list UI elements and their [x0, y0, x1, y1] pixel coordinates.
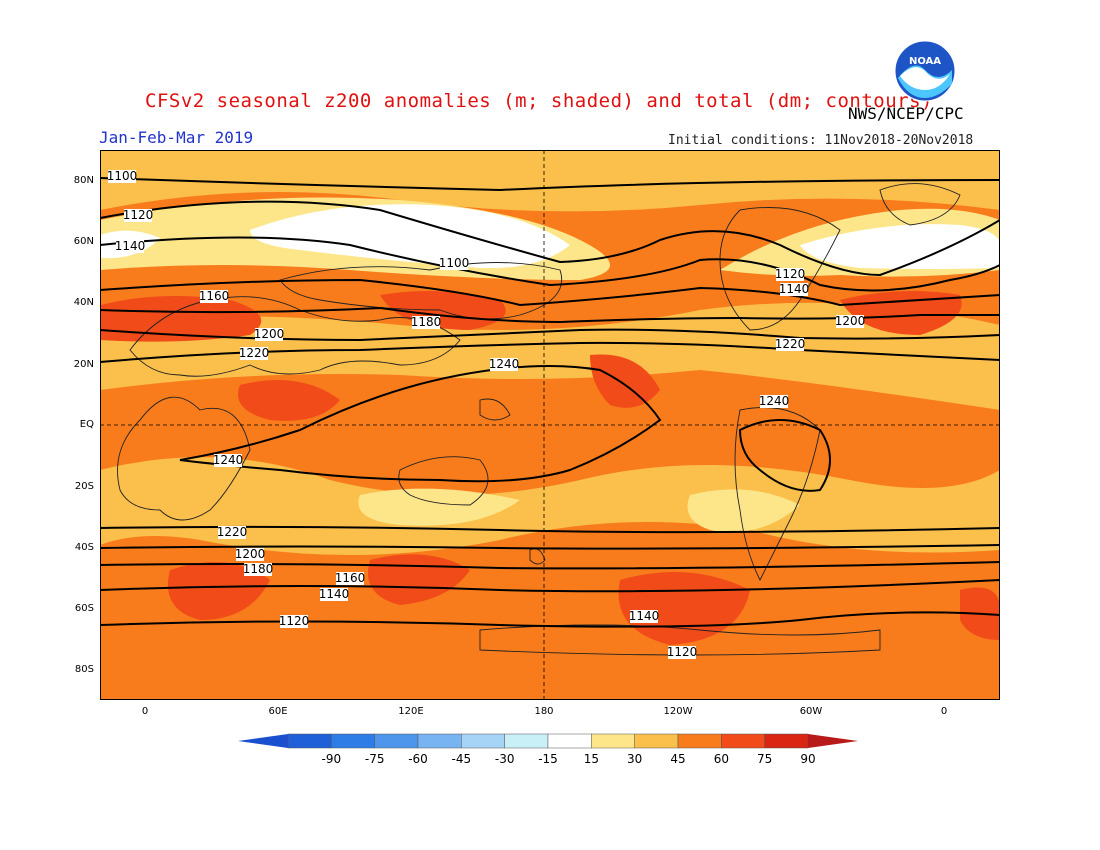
anomaly-band: [100, 626, 1000, 700]
contour-label: 1120: [279, 614, 310, 628]
lat-label: 60S: [74, 603, 94, 614]
lon-label: 120E: [398, 706, 424, 717]
contour-label: 1180: [243, 562, 274, 576]
lat-label: 80S: [74, 664, 94, 675]
colorbar: -90 -75 -60 -45 -30 -15 15 30 45 60 75 90: [238, 733, 858, 766]
anomaly-band: [100, 302, 1000, 410]
colorbar-tick-label: 30: [627, 752, 642, 766]
anomaly-band: [687, 489, 800, 533]
contour-label-group: 1100 1120 1140 1160 1180 1200 1220 1240 …: [107, 169, 866, 659]
noaa-logo: NOAA: [894, 40, 956, 102]
lat-label: 20N: [73, 359, 94, 370]
contour-label: 1120: [775, 267, 806, 281]
contour-label: 1180: [411, 315, 442, 329]
anomaly-high: [380, 291, 506, 330]
anomaly-high: [238, 380, 340, 421]
contour-label: 1140: [319, 587, 350, 601]
anomaly-neutral: [800, 224, 1000, 269]
colorbar-cell: [287, 733, 332, 749]
chart-title: CFSv2 seasonal z200 anomalies (m; shaded…: [145, 90, 933, 112]
colorbar-cell: [331, 733, 375, 749]
contour-label: 1100: [107, 169, 138, 183]
contour-label: 1220: [775, 337, 806, 351]
height-contours: [100, 177, 1000, 628]
anomaly-high: [840, 291, 962, 335]
contour-label: 1120: [123, 208, 154, 222]
colorbar-tick-label: 90: [800, 752, 815, 766]
colorbar-cell: [504, 733, 549, 749]
colorbar-cell: [374, 733, 419, 749]
season-label: Jan-Feb-Mar 2019: [99, 128, 254, 147]
colorbar-tick-label: 15: [584, 752, 599, 766]
contour-label: 1220: [239, 346, 270, 360]
colorbar-end-low: [238, 734, 288, 748]
contour-label: 1240: [759, 394, 790, 408]
anomaly-neutral: [250, 204, 570, 269]
contour-label: 1200: [835, 314, 866, 328]
contour-label: 1240: [213, 453, 244, 467]
initial-conditions-label: Initial conditions: 11Nov2018-20Nov2018: [668, 133, 974, 148]
anomaly-high: [590, 354, 660, 408]
lon-label: 60E: [268, 706, 288, 717]
colorbar-tick-label: -30: [495, 752, 515, 766]
colorbar-cell: [417, 733, 462, 749]
colorbar-cell: [677, 733, 722, 749]
colorbar-cell: [547, 733, 592, 749]
colorbar-tick-label: -45: [452, 752, 472, 766]
map-plot: 1100 1120 1140 1160 1180 1200 1220 1240 …: [100, 150, 1000, 700]
map-frame: [100, 150, 1000, 700]
contour-label: 1140: [115, 239, 146, 253]
anomaly-high: [100, 296, 262, 342]
agency-label: NWS/NCEP/CPC: [848, 104, 964, 123]
colorbar-end-high: [808, 734, 858, 748]
contour-label: 1240: [489, 357, 520, 371]
lat-label: 60N: [73, 236, 94, 247]
colorbar-tick-label: -60: [408, 752, 428, 766]
colorbar-tick-label: -75: [365, 752, 385, 766]
contour-label: 1120: [667, 645, 698, 659]
contour-label: 1220: [217, 525, 248, 539]
lon-label: 60W: [799, 706, 823, 717]
contour-label: 1100: [439, 256, 470, 270]
colorbar-cell: [634, 733, 679, 749]
colorbar-cell: [721, 733, 765, 749]
lat-label: EQ: [79, 419, 94, 430]
contour-label: 1140: [629, 609, 660, 623]
anomaly-high: [168, 562, 270, 620]
colorbar-tick-label: 75: [757, 752, 772, 766]
colorbar-tick-label: 45: [670, 752, 685, 766]
noaa-logo-text: NOAA: [909, 56, 941, 67]
anomaly-band: [100, 150, 1000, 212]
contour-label: 1160: [199, 289, 230, 303]
colorbar-cell: [764, 733, 809, 749]
coastlines: [117, 183, 961, 656]
contour-label: 1160: [335, 571, 366, 585]
lat-label: 20S: [74, 481, 94, 492]
lon-label: 120W: [663, 706, 693, 717]
contour-label: 1140: [779, 282, 810, 296]
colorbar-cell: [461, 733, 505, 749]
contour-label: 1200: [254, 327, 285, 341]
colorbar-cell: [591, 733, 635, 749]
lon-label: 180: [534, 706, 554, 717]
colorbar-tick-label: -90: [322, 752, 342, 766]
lon-label: 0: [940, 706, 948, 717]
colorbar-tick-label: 60: [714, 752, 729, 766]
contour-label: 1200: [235, 547, 266, 561]
lon-label: 0: [141, 706, 149, 717]
colorbar-tick-label: -15: [538, 752, 558, 766]
lat-label: 40N: [73, 297, 94, 308]
lat-label: 80N: [73, 175, 94, 186]
lat-label: 40S: [74, 542, 94, 553]
